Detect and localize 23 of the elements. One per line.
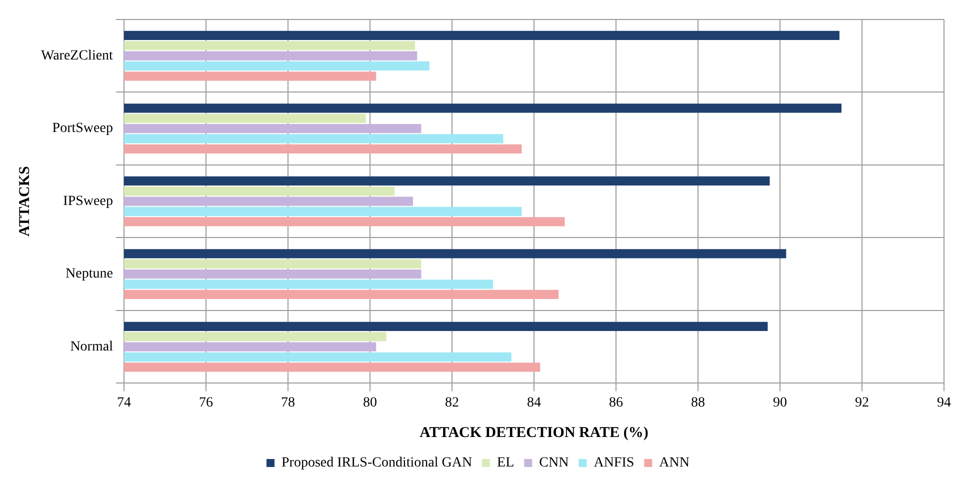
legend-label: ANFIS xyxy=(594,456,634,471)
x-tick-label: 78 xyxy=(280,395,295,410)
x-tick-label: 90 xyxy=(772,395,787,410)
legend-label: ANN xyxy=(659,456,690,471)
y-tick-label: WareZClient xyxy=(40,48,114,64)
y-tick-label: PortSweep xyxy=(52,121,113,136)
x-tick-label: 80 xyxy=(362,395,377,410)
x-tick-label: 82 xyxy=(444,395,459,410)
x-tick-label: 92 xyxy=(854,395,869,410)
legend-label: Proposed IRLS-Conditional GAN xyxy=(282,456,472,471)
x-tick-label: 74 xyxy=(116,395,131,410)
legend-label: CNN xyxy=(539,456,569,471)
x-tick-label: 76 xyxy=(198,395,213,410)
x-tick-label: 94 xyxy=(937,395,951,410)
y-axis-title: ATTACKS xyxy=(16,166,33,236)
y-tick-label: IPSweep xyxy=(63,194,113,209)
x-tick-label: 86 xyxy=(608,395,623,410)
legend-label: EL xyxy=(497,456,514,471)
x-tick-label: 88 xyxy=(690,395,705,410)
x-axis-title: ATTACK DETECTION RATE (%) xyxy=(420,424,648,441)
y-tick-label: Normal xyxy=(70,339,114,354)
x-tick-label: 84 xyxy=(526,395,541,410)
y-tick-label: Neptune xyxy=(66,266,113,282)
